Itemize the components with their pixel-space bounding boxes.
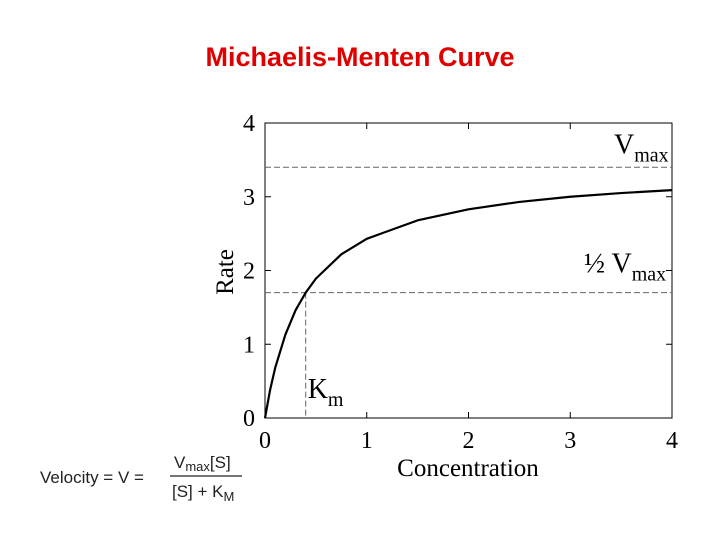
y-axis-label: Rate [212,249,239,295]
x-axis-label: Concentration [397,455,539,482]
y-tick-label: 3 [243,185,255,211]
y-tick-label: 0 [243,406,255,432]
y-tick-label: 4 [243,111,255,137]
x-tick-label: 0 [259,428,271,454]
x-tick-label: 3 [564,428,576,454]
x-tick-label: 4 [666,428,678,454]
formula-text: V [174,453,186,472]
slide-title: Michaelis-Menten Curve [205,42,514,72]
formula-sub: M [224,489,235,504]
formula-numerator: Vmax[S] [174,453,231,474]
formula: Velocity = V = Vmax[S] [S] + KM [40,453,242,504]
y-tick-label: 1 [243,332,255,358]
annotation-text: K [308,374,328,405]
km-label: Km [308,374,344,411]
x-tick-label: 1 [361,428,373,454]
half-vmax-label: ½ Vmax [584,249,666,286]
x-tick-label: 2 [463,428,475,454]
annotation-sub: m [328,389,344,411]
formula-denominator: [S] + KM [172,482,234,504]
annotation-sub: max [632,264,666,286]
vmax-label: Vmax [614,129,669,166]
formula-lhs: Velocity = V = [40,468,144,487]
y-tick-label: 2 [243,259,255,285]
curve [263,189,673,419]
formula-text: [S] [210,453,231,472]
annotation-text: ½ V [584,249,632,280]
annotation-sub: max [634,144,668,166]
annotation-text: V [614,129,634,160]
formula-text: [S] + K [172,482,224,501]
formula-sub: max [185,459,210,474]
